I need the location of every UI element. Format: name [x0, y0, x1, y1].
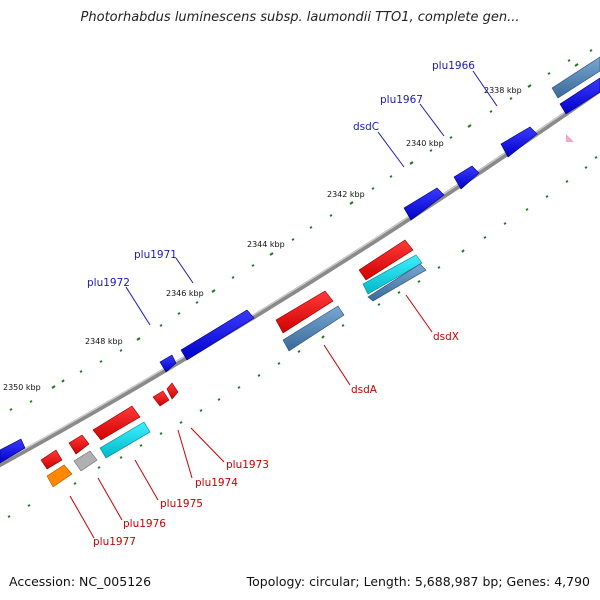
- gene-plu1974[interactable]: [152, 390, 170, 407]
- gene-plu1975[interactable]: [92, 405, 151, 459]
- tick-label-2340: 2340 kbp: [406, 139, 444, 148]
- gene-left-edge[interactable]: [0, 438, 26, 464]
- gene-plu1967[interactable]: [500, 126, 538, 158]
- accession-label: Accession: NC_005126: [9, 574, 152, 589]
- inner-tick-marks: [7, 156, 598, 518]
- tick-label-2348: 2348 kbp: [85, 337, 123, 346]
- gene-plu1977[interactable]: [40, 449, 73, 488]
- gene-dsdA[interactable]: [275, 290, 345, 352]
- gene-dsdC[interactable]: [453, 165, 480, 190]
- top-label-leaders: [125, 70, 498, 326]
- gene-label-dsdX[interactable]: dsdX: [433, 331, 459, 343]
- gene-plu1972-small[interactable]: [159, 354, 177, 373]
- gene-label-plu1973[interactable]: plu1973: [226, 459, 269, 471]
- gene-plu1966-blue[interactable]: [559, 77, 600, 115]
- gene-label-plu1974[interactable]: plu1974: [195, 477, 238, 489]
- pink-marker-icon: [566, 134, 574, 142]
- genome-summary: Topology: circular; Length: 5,688,987 bp…: [246, 574, 590, 589]
- gene-plu1972[interactable]: [180, 309, 255, 361]
- tick-label-2350: 2350 kbp: [3, 383, 41, 392]
- gene-label-plu1976[interactable]: plu1976: [123, 518, 166, 530]
- gene-plu1966[interactable]: [551, 56, 600, 99]
- gene-label-dsdC[interactable]: dsdC: [353, 121, 379, 133]
- gene-label-plu1967[interactable]: plu1967: [380, 94, 423, 106]
- gene-plu1973[interactable]: [166, 382, 179, 400]
- genome-title: Photorhabdus luminescens subsp. laumondi…: [80, 10, 520, 25]
- tick-label-2342: 2342 kbp: [327, 190, 365, 199]
- gene-label-plu1975[interactable]: plu1975: [160, 498, 203, 510]
- tick-label-2338: 2338 kbp: [484, 86, 522, 95]
- gene-label-dsdA[interactable]: dsdA: [351, 384, 378, 396]
- gene-dsdX[interactable]: [358, 239, 427, 302]
- bottom-label-leaders: [69, 294, 433, 539]
- gene-label-plu1972[interactable]: plu1972: [87, 277, 130, 289]
- gene-label-plu1977[interactable]: plu1977: [93, 536, 136, 548]
- gene-label-plu1971[interactable]: plu1971: [134, 249, 177, 261]
- gene-plu1971[interactable]: [403, 187, 445, 221]
- outer-tick-marks: [9, 49, 593, 411]
- gene-label-plu1966[interactable]: plu1966: [432, 60, 475, 72]
- gene-plu1976[interactable]: [68, 434, 98, 472]
- tick-label-2346: 2346 kbp: [166, 289, 204, 298]
- tick-label-2344: 2344 kbp: [247, 240, 285, 249]
